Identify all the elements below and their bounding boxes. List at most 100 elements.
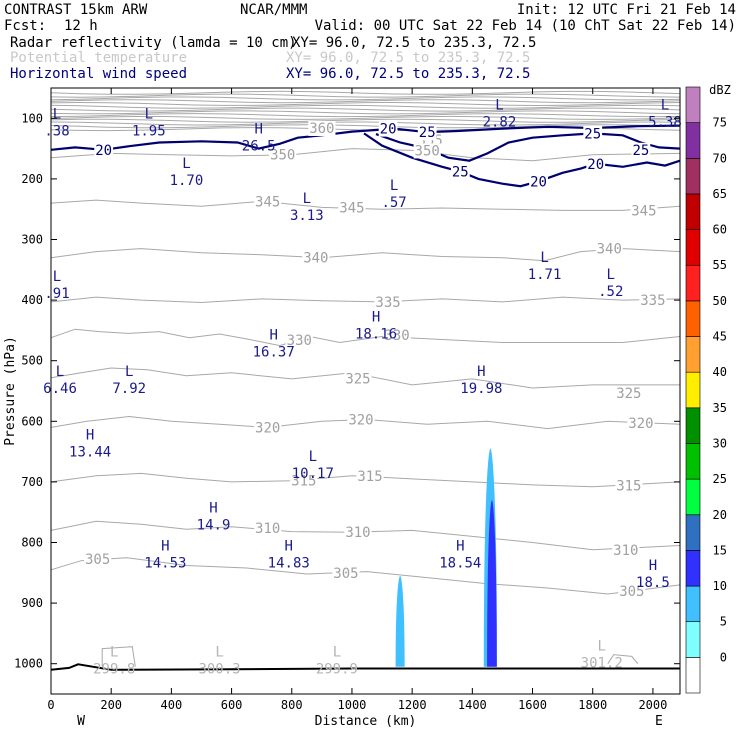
theta-contour-label-bg	[639, 293, 667, 309]
theta-contour-line	[50, 90, 681, 95]
colorbar-tick-label: 30	[713, 436, 727, 450]
colorbar-tick-label: 10	[713, 579, 727, 593]
theta-contour-label: 340	[597, 242, 622, 258]
x-tick-label: 400	[161, 698, 183, 712]
wind-extremum-value: .52	[598, 284, 623, 300]
theta-contour-label-bg	[615, 385, 643, 401]
colorbar-tick-label: 75	[713, 116, 727, 130]
theta-contour-line	[50, 113, 681, 118]
valid-time: Valid: 00 UTC Sat 22 Feb 14 (10 ChT Sat …	[315, 18, 736, 34]
theta-contour-line	[50, 93, 681, 98]
colorbar-tick-label: 50	[713, 294, 727, 308]
wind-extremum-value: 18.5	[636, 575, 670, 591]
wind-contour-label: 25	[419, 125, 436, 141]
axes: 0 200 400 600 800 1000 1200 1400 1600 1800 2000 100…	[3, 88, 680, 729]
theta-contour-label-bg	[290, 473, 318, 489]
theta-contour-label-bg	[356, 468, 384, 484]
wind-extremum-kind: L	[125, 364, 133, 380]
colorbar-swatch	[685, 550, 701, 587]
wind-extremum-kind: H	[456, 538, 464, 554]
colorbar-tick-label: 5	[720, 615, 727, 629]
wind-extremum-kind: L	[145, 106, 153, 122]
theta-contour-label-bg	[254, 194, 282, 210]
theta-contour-label-bg	[627, 416, 655, 432]
colorbar-tick-label: 70	[713, 151, 727, 165]
theta-contour-label-bg	[344, 371, 372, 387]
header: CONTRAST 15km ARW NCAR/MMM Init: 12 UTC …	[4, 2, 736, 82]
fcst-value: 12 h	[64, 18, 98, 34]
colorbar-tick-label: 0	[720, 650, 727, 664]
theta-extremum-value: 299.8	[93, 662, 135, 678]
theta-contour-label-bg	[618, 583, 646, 599]
wind-contour-label: 20	[587, 157, 604, 173]
theta-contour-line	[607, 654, 639, 665]
theta-contour-line	[50, 101, 681, 107]
colorbar-swatch	[685, 336, 701, 373]
theta-contour-label-bg	[285, 333, 313, 349]
theta-contour-label: 315	[291, 474, 316, 490]
wind-extremum-value: 26.5	[242, 139, 276, 155]
theta-contour-label-bg	[615, 478, 643, 494]
wind-contour-label-bg	[450, 164, 470, 180]
theta-contour-label: 310	[345, 525, 370, 541]
theta-contour-label: 335	[640, 293, 665, 309]
colorbar-tick-label: 25	[713, 472, 727, 486]
theta-contour-line	[50, 99, 681, 104]
theta-contour-label: 310	[613, 543, 638, 559]
wind-extremum-kind: L	[495, 97, 503, 113]
wind-extremum-value: 18.54	[439, 555, 481, 571]
wind-extremum-kind: L	[607, 267, 615, 283]
theta-contour-label: 315	[357, 469, 382, 485]
wind-extremum-value: 14.53	[144, 555, 186, 571]
colorbar-swatch	[685, 300, 701, 337]
theta-contour-label-bg	[383, 328, 411, 344]
theta-contour-line	[50, 415, 681, 430]
colorbar-swatch	[685, 193, 701, 230]
theta-contour-label-bg	[595, 241, 623, 257]
theta-contour-label: 325	[345, 371, 370, 387]
theta-extremum-value: 299.9	[316, 662, 358, 678]
theta-contour-line	[50, 104, 681, 109]
y-tick-label: 600	[21, 414, 43, 428]
x-tick-label: 200	[100, 698, 122, 712]
wind-extremum-kind: H	[254, 122, 262, 138]
theta-contour-label-bg	[269, 147, 297, 163]
wind-contour-label-bg	[94, 142, 114, 158]
colorbar-swatch	[685, 86, 701, 123]
wind-extremum-value: 13.44	[69, 445, 111, 461]
theta-contour-label: 315	[616, 479, 641, 495]
colorbar-tick-label: 60	[713, 223, 727, 237]
theta-contour-label: 335	[375, 295, 400, 311]
x-tick-label: 1800	[578, 698, 607, 712]
wind-contour-label: 20	[380, 122, 397, 138]
y-tick-label: 400	[21, 293, 43, 307]
reflectivity-cell	[487, 500, 497, 667]
colorbar-swatch	[685, 157, 701, 195]
wind-extremum-kind: L	[309, 449, 317, 465]
wind-extremum-value: 2.82	[483, 114, 517, 130]
wind-extremum-kind: H	[372, 309, 380, 325]
wind-extremum-value: 1.95	[132, 123, 166, 139]
colorbar-swatch	[685, 514, 701, 551]
x-tick-label: 1000	[338, 698, 367, 712]
x-tick-label: 600	[221, 698, 243, 712]
field-name-theta: Potential temperature	[10, 50, 187, 66]
theta-contour-line	[50, 124, 681, 129]
wind-labels: 20 20 25 25 20 20 25 25	[94, 121, 651, 190]
field-xy-reflectivity: XY= 96.0, 72.5 to 235.3, 72.5	[292, 35, 536, 51]
colorbar-swatch	[685, 585, 701, 623]
theta-contour-label: 345	[631, 203, 656, 219]
y-tick-label: 1000	[14, 657, 43, 671]
x-end-label-right: E	[655, 714, 663, 729]
x-tick-label: 800	[281, 698, 303, 712]
theta-contour-label-bg	[254, 520, 282, 536]
wind-contour-label-bg	[586, 156, 606, 172]
theta-contour-label: 320	[255, 420, 280, 436]
colorbar-swatch	[685, 264, 701, 302]
theta-extremum-value: 301.2	[581, 656, 623, 672]
theta-contour-line	[50, 118, 681, 123]
